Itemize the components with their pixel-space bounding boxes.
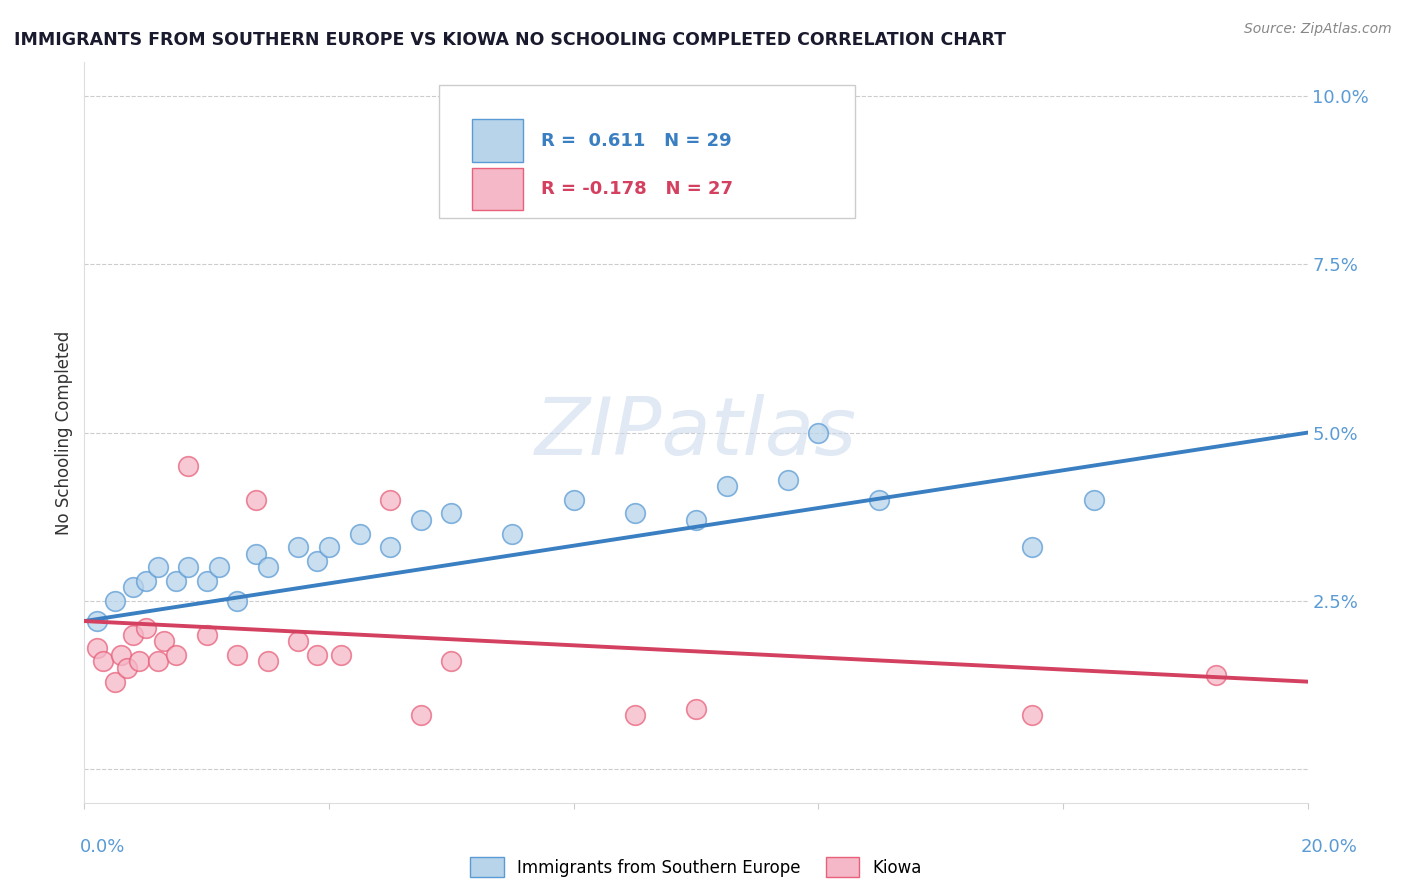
Point	[104, 674, 127, 689]
Point	[380, 540, 402, 554]
Point	[135, 574, 157, 588]
Point	[776, 473, 799, 487]
Point	[195, 574, 218, 588]
Point	[208, 560, 231, 574]
Point	[562, 492, 585, 507]
Point	[257, 655, 280, 669]
Text: 0.0%: 0.0%	[80, 838, 125, 855]
Point	[104, 594, 127, 608]
Point	[1083, 492, 1105, 507]
Point	[502, 526, 524, 541]
Point	[245, 492, 267, 507]
Point	[716, 479, 738, 493]
FancyBboxPatch shape	[472, 168, 523, 210]
Point	[135, 621, 157, 635]
Point	[409, 708, 432, 723]
Point	[122, 627, 145, 641]
Point	[624, 708, 647, 723]
Point	[122, 581, 145, 595]
Point	[624, 507, 647, 521]
Point	[349, 526, 371, 541]
Point	[440, 655, 463, 669]
Text: R =  0.611   N = 29: R = 0.611 N = 29	[541, 132, 731, 150]
Point	[1021, 708, 1043, 723]
Y-axis label: No Schooling Completed: No Schooling Completed	[55, 331, 73, 534]
Point	[1205, 668, 1227, 682]
Text: IMMIGRANTS FROM SOUTHERN EUROPE VS KIOWA NO SCHOOLING COMPLETED CORRELATION CHAR: IMMIGRANTS FROM SOUTHERN EUROPE VS KIOWA…	[14, 31, 1007, 49]
Point	[226, 648, 249, 662]
Point	[1021, 540, 1043, 554]
Point	[257, 560, 280, 574]
Point	[305, 553, 328, 567]
Point	[807, 425, 830, 440]
FancyBboxPatch shape	[439, 85, 855, 218]
Point	[153, 634, 176, 648]
Point	[305, 648, 328, 662]
Point	[177, 459, 200, 474]
Text: ZIPatlas: ZIPatlas	[534, 393, 858, 472]
Point	[409, 513, 432, 527]
Point	[86, 614, 108, 628]
Point	[165, 648, 187, 662]
Text: Source: ZipAtlas.com: Source: ZipAtlas.com	[1244, 22, 1392, 37]
Legend: Immigrants from Southern Europe, Kiowa: Immigrants from Southern Europe, Kiowa	[464, 851, 928, 883]
Text: R = -0.178   N = 27: R = -0.178 N = 27	[541, 180, 733, 198]
Point	[287, 540, 309, 554]
Point	[195, 627, 218, 641]
Point	[380, 492, 402, 507]
Point	[177, 560, 200, 574]
Point	[165, 574, 187, 588]
Point	[440, 507, 463, 521]
Point	[562, 143, 585, 157]
Point	[110, 648, 132, 662]
Point	[245, 547, 267, 561]
Text: 20.0%: 20.0%	[1301, 838, 1357, 855]
Point	[869, 492, 891, 507]
Point	[128, 655, 150, 669]
Point	[91, 655, 114, 669]
Point	[287, 634, 309, 648]
FancyBboxPatch shape	[472, 120, 523, 161]
Point	[86, 640, 108, 655]
Point	[330, 648, 353, 662]
Point	[115, 661, 138, 675]
Point	[685, 513, 707, 527]
Point	[226, 594, 249, 608]
Point	[685, 701, 707, 715]
Point	[146, 655, 169, 669]
Point	[318, 540, 340, 554]
Point	[146, 560, 169, 574]
